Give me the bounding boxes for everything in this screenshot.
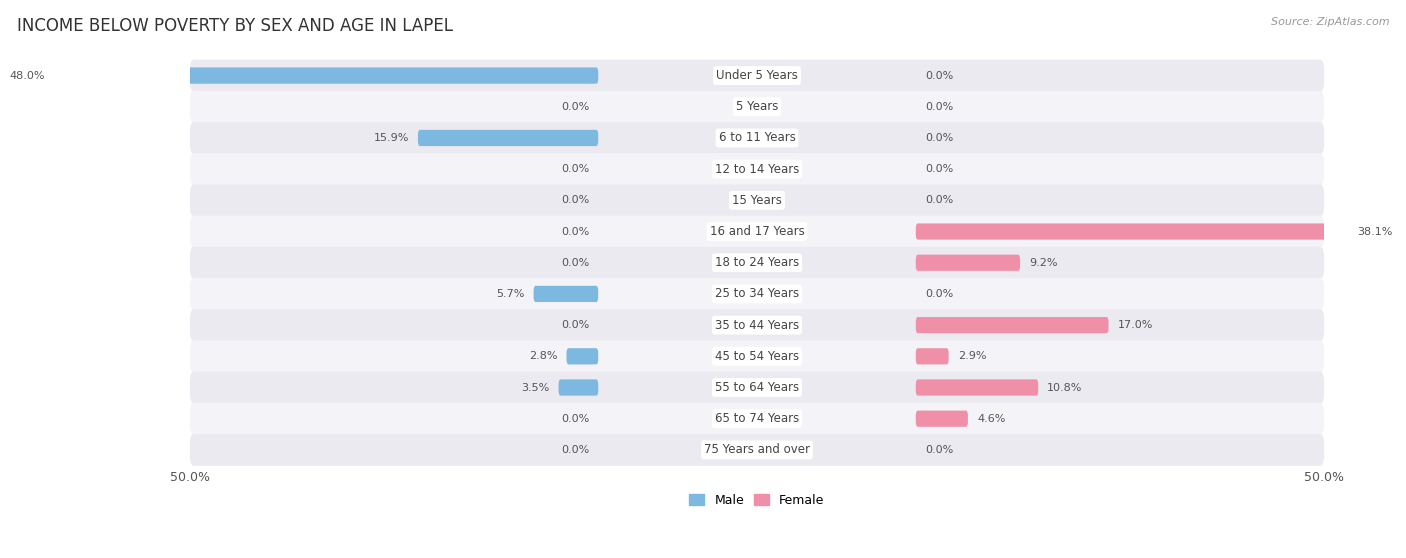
Text: 5.7%: 5.7%: [496, 289, 524, 299]
Text: 0.0%: 0.0%: [561, 258, 589, 268]
FancyBboxPatch shape: [190, 403, 1324, 435]
Text: 48.0%: 48.0%: [10, 70, 45, 80]
Text: 0.0%: 0.0%: [925, 70, 953, 80]
Text: 55 to 64 Years: 55 to 64 Years: [714, 381, 799, 394]
FancyBboxPatch shape: [190, 185, 1324, 217]
Text: 2.9%: 2.9%: [957, 352, 986, 362]
Text: 0.0%: 0.0%: [561, 195, 589, 205]
FancyBboxPatch shape: [190, 91, 1324, 123]
Text: 3.5%: 3.5%: [522, 382, 550, 392]
FancyBboxPatch shape: [190, 372, 1324, 403]
Text: 0.0%: 0.0%: [561, 227, 589, 237]
Text: 0.0%: 0.0%: [561, 445, 589, 455]
Text: 38.1%: 38.1%: [1357, 227, 1392, 237]
Text: 0.0%: 0.0%: [925, 102, 953, 112]
Text: 0.0%: 0.0%: [561, 413, 589, 424]
Text: 65 to 74 Years: 65 to 74 Years: [714, 412, 799, 425]
Text: 10.8%: 10.8%: [1047, 382, 1083, 392]
FancyBboxPatch shape: [558, 379, 598, 396]
Text: 16 and 17 Years: 16 and 17 Years: [710, 225, 804, 238]
Text: 0.0%: 0.0%: [561, 320, 589, 330]
FancyBboxPatch shape: [915, 411, 967, 427]
FancyBboxPatch shape: [915, 317, 1108, 333]
FancyBboxPatch shape: [190, 153, 1324, 185]
FancyBboxPatch shape: [190, 434, 1324, 466]
Text: 6 to 11 Years: 6 to 11 Years: [718, 132, 796, 145]
Text: 75 Years and over: 75 Years and over: [704, 444, 810, 456]
Text: 0.0%: 0.0%: [561, 102, 589, 112]
FancyBboxPatch shape: [915, 379, 1038, 396]
FancyBboxPatch shape: [534, 286, 598, 302]
Text: 15 Years: 15 Years: [733, 194, 782, 207]
Text: 0.0%: 0.0%: [925, 164, 953, 174]
Text: 35 to 44 Years: 35 to 44 Years: [714, 319, 799, 331]
FancyBboxPatch shape: [915, 254, 1021, 271]
FancyBboxPatch shape: [190, 60, 1324, 92]
FancyBboxPatch shape: [418, 130, 598, 146]
Text: 0.0%: 0.0%: [925, 445, 953, 455]
Text: 17.0%: 17.0%: [1118, 320, 1153, 330]
FancyBboxPatch shape: [190, 278, 1324, 310]
Text: 4.6%: 4.6%: [977, 413, 1005, 424]
Text: 18 to 24 Years: 18 to 24 Years: [714, 256, 799, 269]
FancyBboxPatch shape: [190, 340, 1324, 372]
Text: 0.0%: 0.0%: [925, 289, 953, 299]
Text: 2.8%: 2.8%: [529, 352, 557, 362]
Legend: Male, Female: Male, Female: [685, 489, 830, 512]
Text: 0.0%: 0.0%: [925, 133, 953, 143]
FancyBboxPatch shape: [915, 348, 949, 364]
Text: 25 to 34 Years: 25 to 34 Years: [714, 287, 799, 300]
FancyBboxPatch shape: [190, 122, 1324, 154]
Text: 0.0%: 0.0%: [561, 164, 589, 174]
Text: 9.2%: 9.2%: [1029, 258, 1057, 268]
FancyBboxPatch shape: [567, 348, 598, 364]
Text: Source: ZipAtlas.com: Source: ZipAtlas.com: [1271, 17, 1389, 27]
Text: 12 to 14 Years: 12 to 14 Years: [714, 162, 799, 176]
FancyBboxPatch shape: [190, 309, 1324, 341]
Text: 45 to 54 Years: 45 to 54 Years: [714, 350, 799, 363]
Text: 15.9%: 15.9%: [374, 133, 409, 143]
Text: 5 Years: 5 Years: [735, 100, 778, 113]
FancyBboxPatch shape: [190, 215, 1324, 247]
Text: 0.0%: 0.0%: [925, 195, 953, 205]
FancyBboxPatch shape: [53, 68, 598, 84]
FancyBboxPatch shape: [915, 223, 1348, 239]
Text: Under 5 Years: Under 5 Years: [716, 69, 799, 82]
FancyBboxPatch shape: [190, 247, 1324, 278]
Text: INCOME BELOW POVERTY BY SEX AND AGE IN LAPEL: INCOME BELOW POVERTY BY SEX AND AGE IN L…: [17, 17, 453, 35]
